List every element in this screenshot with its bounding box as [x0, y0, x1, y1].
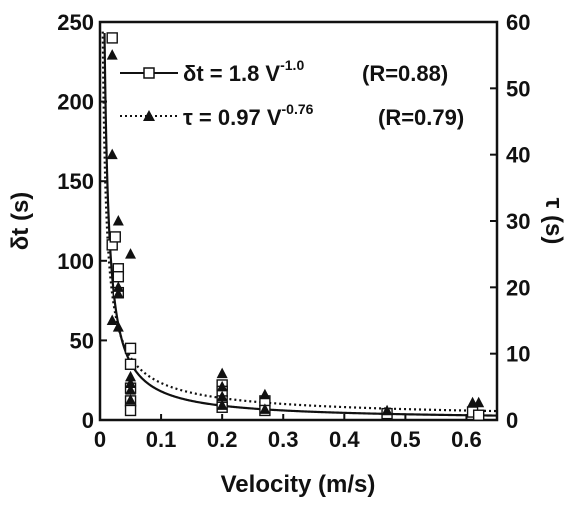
data-point-tau — [216, 380, 228, 392]
legend-r-tau: (R=0.79) — [378, 105, 464, 130]
y-right-tick-label: 20 — [506, 275, 530, 300]
y-right-tick-label: 60 — [506, 10, 530, 35]
x-tick-label: 0.1 — [146, 427, 177, 452]
data-point-tau — [106, 148, 118, 160]
data-point-tau — [125, 384, 137, 395]
y-right-tick-label: 10 — [506, 342, 530, 367]
data-point-delta-t — [124, 404, 137, 417]
data-point-tau — [259, 403, 271, 414]
legend: δt = 1.8 V-1.0 (R=0.88) τ = 0.97 V-0.76 (R… — [120, 57, 464, 130]
data-point-tau — [112, 287, 124, 299]
legend-entry-delta-t: δt = 1.8 V-1.0 (R=0.88) — [120, 57, 448, 86]
y-left-tick-label: 250 — [57, 10, 94, 35]
y-left-tick-label: 50 — [70, 328, 94, 353]
y-right-tick-label: 40 — [506, 143, 530, 168]
legend-exponent-delta-t: -1.0 — [280, 57, 304, 73]
legend-formula-tau: τ = 0.97 V — [183, 105, 282, 130]
data-point-tau — [106, 314, 118, 325]
legend-label-delta-t: δt = 1.8 V-1.0 (R=0.88) — [183, 57, 448, 86]
data-point-delta-t — [124, 342, 137, 355]
data-point-tau — [125, 394, 137, 405]
points-layer — [106, 32, 485, 421]
y-right-tick-label: 30 — [506, 209, 530, 234]
data-point-tau — [259, 388, 271, 400]
x-tick-label: 0.5 — [390, 427, 421, 452]
x-tick-label: 0.6 — [451, 427, 482, 452]
data-point-tau — [125, 370, 137, 382]
y-left-tick-label: 0 — [82, 408, 94, 433]
y-left-tick-label: 150 — [57, 169, 94, 194]
x-axis-title: Velocity (m/s) — [221, 471, 376, 498]
legend-marker-triangle — [143, 110, 155, 121]
data-point-delta-t — [109, 231, 121, 243]
y-right-tick-label: 0 — [506, 408, 518, 433]
legend-r-delta-t: (R=0.88) — [362, 61, 448, 86]
fits-layer — [101, 31, 498, 417]
x-tick-label: 0.3 — [268, 427, 299, 452]
data-point-delta-t — [106, 32, 118, 44]
y-right-tick-label: 50 — [506, 76, 530, 101]
data-point-delta-t — [124, 358, 137, 370]
legend-exponent-tau: -0.76 — [282, 101, 314, 117]
y-left-tick-label: 200 — [57, 90, 94, 115]
data-point-delta-t — [112, 271, 125, 283]
x-tick-label: 0 — [94, 427, 106, 452]
data-point-tau — [125, 377, 137, 389]
data-point-tau — [216, 367, 228, 379]
legend-formula-delta-t: δt = 1.8 V — [183, 61, 280, 86]
x-tick-label: 0.2 — [207, 427, 238, 452]
y-axis-left-title: δt (s) — [7, 192, 34, 251]
data-point-tau — [112, 321, 124, 332]
y-axis-right-title: τ (s) — [540, 198, 567, 245]
fit-line-delta-t — [103, 32, 498, 417]
y-left-tick-label: 100 — [57, 249, 94, 274]
data-point-tau — [381, 404, 393, 416]
x-tick-label: 0.4 — [329, 427, 360, 452]
legend-label-tau: τ = 0.97 V-0.76 (R=0.79) — [183, 101, 464, 130]
ticks-layer: 0 0.1 0.2 0.3 0.4 0.5 0.6 0 50 100 150 200 250 0 10 20 3… — [57, 10, 530, 452]
legend-marker-square — [143, 67, 155, 79]
data-point-tau — [473, 396, 485, 408]
data-point-tau — [106, 49, 118, 60]
fit-line-tau — [101, 31, 498, 413]
legend-entry-tau: τ = 0.97 V-0.76 (R=0.79) — [120, 101, 464, 130]
data-point-tau — [216, 399, 228, 410]
data-point-tau — [216, 390, 228, 402]
data-point-delta-t — [472, 409, 485, 421]
data-point-tau — [125, 248, 137, 259]
data-point-tau — [112, 215, 124, 226]
data-point-tau — [112, 281, 124, 292]
